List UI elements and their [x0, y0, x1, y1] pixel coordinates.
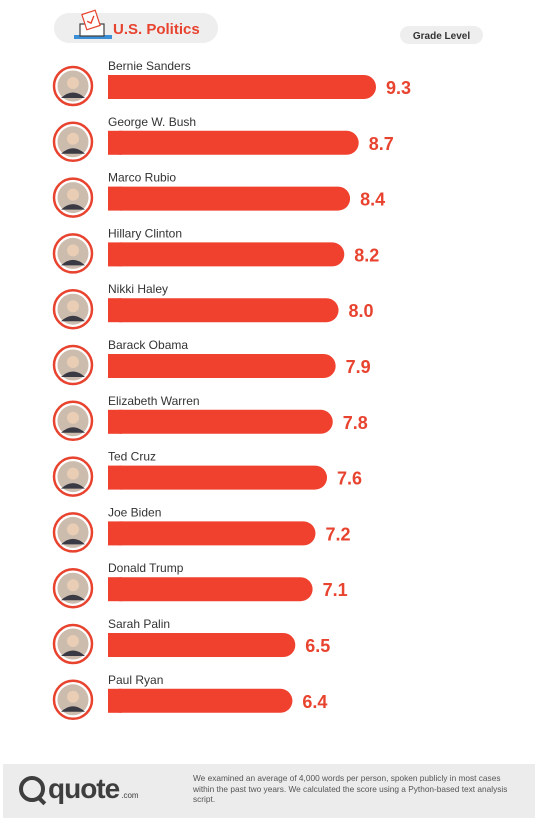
grade-level-pill	[400, 26, 483, 44]
value-label: 7.9	[346, 357, 371, 377]
bar-left-edge	[108, 75, 122, 99]
value-label: 6.4	[302, 692, 327, 712]
chart-row: Ted Cruz 7.6	[52, 450, 362, 497]
footer: quote .com We examined an average of 4,0…	[3, 764, 535, 818]
bar-left-edge	[108, 186, 122, 211]
avatar	[52, 288, 94, 330]
avatar	[52, 344, 94, 386]
category-label: Joe Biden	[108, 505, 161, 519]
avatar	[52, 400, 94, 442]
avatar	[52, 567, 94, 609]
bar	[108, 465, 328, 490]
chart-row: Nikki Haley 8.0	[52, 282, 374, 330]
bar	[108, 633, 296, 657]
category-label: Hillary Clinton	[108, 226, 182, 240]
value-label: 8.4	[360, 190, 385, 210]
value-label: 8.7	[369, 134, 394, 154]
value-label: 7.8	[343, 413, 368, 433]
bar	[108, 354, 336, 378]
bar	[108, 577, 313, 602]
value-label: 7.2	[325, 524, 350, 544]
avatar	[52, 233, 94, 274]
logo-suffix: .com	[121, 791, 139, 800]
bar-left-edge	[108, 130, 122, 155]
chart-row: George W. Bush 8.7	[52, 115, 394, 163]
value-label: 7.1	[323, 580, 348, 600]
bar-left-edge	[108, 633, 122, 657]
bar	[108, 130, 359, 155]
avatar	[52, 623, 94, 665]
category-label: Elizabeth Warren	[108, 394, 200, 408]
category-label: Nikki Haley	[108, 282, 168, 296]
bar	[108, 242, 345, 267]
avatar	[52, 512, 94, 553]
chart-row: Bernie Sanders 9.3	[52, 59, 411, 107]
bar-left-edge	[108, 409, 122, 434]
category-label: Sarah Palin	[108, 617, 170, 631]
category-label: Marco Rubio	[108, 171, 176, 185]
chart-row: Elizabeth Warren 7.8	[52, 394, 368, 442]
avatar	[52, 679, 94, 721]
chart: U.S. Politics Grade Level Bernie Sanders…	[52, 9, 483, 721]
category-label: Barack Obama	[108, 338, 188, 352]
bar-left-edge	[108, 298, 122, 323]
value-label: 7.6	[337, 469, 362, 489]
chart-row: Joe Biden 7.2	[52, 505, 351, 553]
ballot-box-icon	[74, 9, 112, 39]
value-label: 9.3	[386, 78, 411, 98]
value-label: 6.5	[305, 636, 330, 656]
chart-row: Paul Ryan 6.4	[52, 673, 327, 721]
bar	[108, 688, 293, 713]
bar-left-edge	[108, 465, 122, 490]
methodology-note: We examined an average of 4,000 words pe…	[193, 773, 508, 804]
chart-row: Sarah Palin 6.5	[52, 617, 330, 665]
bar-left-edge	[108, 242, 122, 267]
avatar	[52, 456, 94, 497]
bar	[108, 75, 376, 99]
chart-row: Donald Trump 7.1	[52, 561, 348, 609]
avatar	[52, 177, 94, 218]
bar	[108, 298, 339, 323]
bar-left-edge	[108, 354, 122, 378]
grade-level-label: Grade Level	[413, 31, 470, 42]
quote-logo: quote .com	[19, 773, 139, 804]
chart-row: Hillary Clinton 8.2	[52, 226, 379, 274]
avatar	[52, 121, 94, 163]
category-label: Bernie Sanders	[108, 59, 191, 73]
value-label: 8.2	[354, 245, 379, 265]
chart-row: Marco Rubio 8.4	[52, 171, 385, 218]
bar	[108, 186, 351, 211]
category-label: Donald Trump	[108, 561, 184, 575]
bar-left-edge	[108, 688, 122, 713]
bar	[108, 409, 333, 434]
category-label: Paul Ryan	[108, 673, 163, 687]
chart-title: U.S. Politics	[113, 21, 200, 38]
avatar	[52, 65, 94, 107]
bar-left-edge	[108, 521, 122, 546]
logo-text: quote	[48, 773, 120, 804]
category-label: George W. Bush	[108, 115, 196, 129]
quote-logo-icon	[19, 776, 45, 802]
category-label: Ted Cruz	[108, 450, 156, 464]
chart-row: Barack Obama 7.9	[52, 338, 371, 386]
bar	[108, 521, 316, 546]
value-label: 8.0	[349, 301, 374, 321]
bar-left-edge	[108, 577, 122, 602]
